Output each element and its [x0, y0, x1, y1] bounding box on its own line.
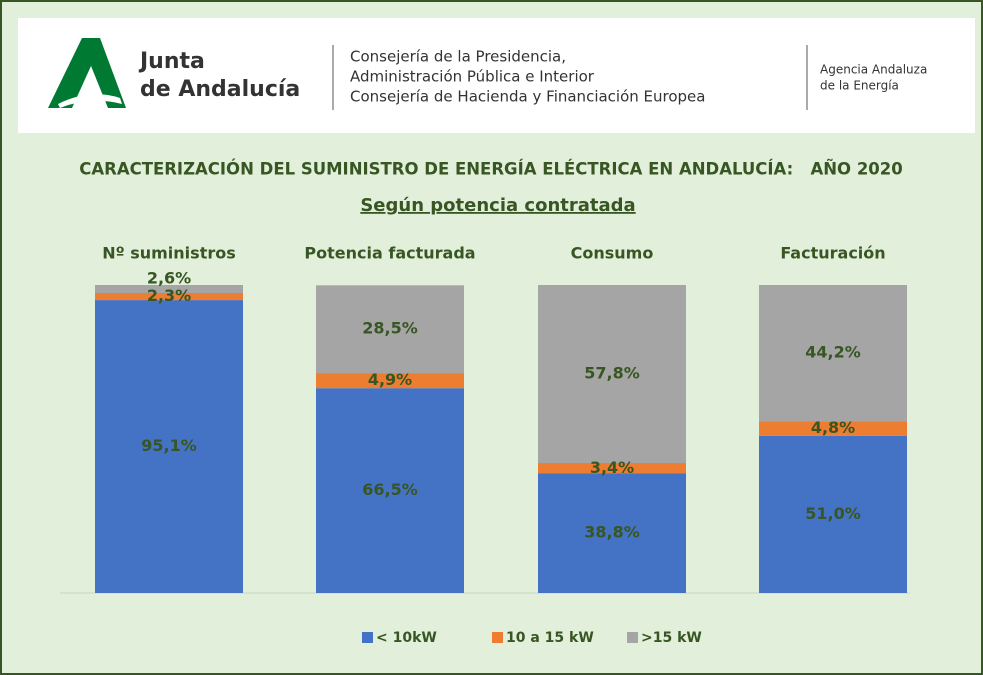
chart-subtitle: Según potencia contratada: [360, 195, 635, 216]
bar-segment: [316, 373, 464, 389]
category-label: Potencia facturada: [304, 244, 475, 263]
logo-stripe: [58, 94, 122, 108]
dept-text: Consejería de Hacienda y Financiación Eu…: [350, 88, 705, 106]
value-label: 4,9%: [368, 370, 412, 389]
bar-segment: [316, 285, 464, 374]
agency-text: de la Energía: [820, 79, 899, 93]
value-label: 2,3%: [147, 286, 191, 305]
bar-segment: [759, 435, 907, 593]
bar-segment: [316, 388, 464, 593]
chart-title: CARACTERIZACIÓN DEL SUMINISTRO DE ENERGÍ…: [79, 160, 903, 179]
value-label: 3,4%: [590, 458, 634, 477]
value-label: 2,6%: [147, 269, 191, 288]
bar-segment: [759, 421, 907, 436]
header-band: [18, 18, 975, 133]
value-label: 57,8%: [584, 364, 640, 383]
category-label: Consumo: [571, 244, 654, 263]
logo: [48, 38, 126, 108]
value-label: 44,2%: [805, 343, 861, 362]
bar-segment: [538, 463, 686, 474]
brand-text: Junta: [138, 49, 205, 74]
value-label: 51,0%: [805, 504, 861, 523]
category-label: Nº suministros: [102, 244, 236, 263]
category-label: Facturación: [780, 244, 885, 263]
bar-segment: [95, 293, 243, 301]
value-label: 4,8%: [811, 418, 855, 437]
dept-text: Consejería de la Presidencia,: [350, 48, 566, 66]
dept-text: Administración Pública e Interior: [350, 68, 595, 86]
bar-segment: [538, 473, 686, 593]
bar-segment: [95, 300, 243, 593]
legend-label: 10 a 15 kW: [506, 630, 594, 646]
legend-swatch: [627, 632, 638, 643]
brand-text: de Andalucía: [140, 77, 300, 102]
value-label: 66,5%: [362, 480, 418, 499]
agency-text: Agencia Andaluza: [820, 63, 927, 77]
value-label: 28,5%: [362, 319, 418, 338]
value-label: 38,8%: [584, 523, 640, 542]
bar-segment: [538, 285, 686, 464]
legend-swatch: [362, 632, 373, 643]
bar-segment: [759, 285, 907, 422]
legend-swatch: [492, 632, 503, 643]
legend-label: < 10kW: [376, 630, 437, 646]
value-label: 95,1%: [141, 436, 197, 455]
bar-segment: [95, 285, 243, 294]
legend-label: >15 kW: [641, 630, 702, 646]
